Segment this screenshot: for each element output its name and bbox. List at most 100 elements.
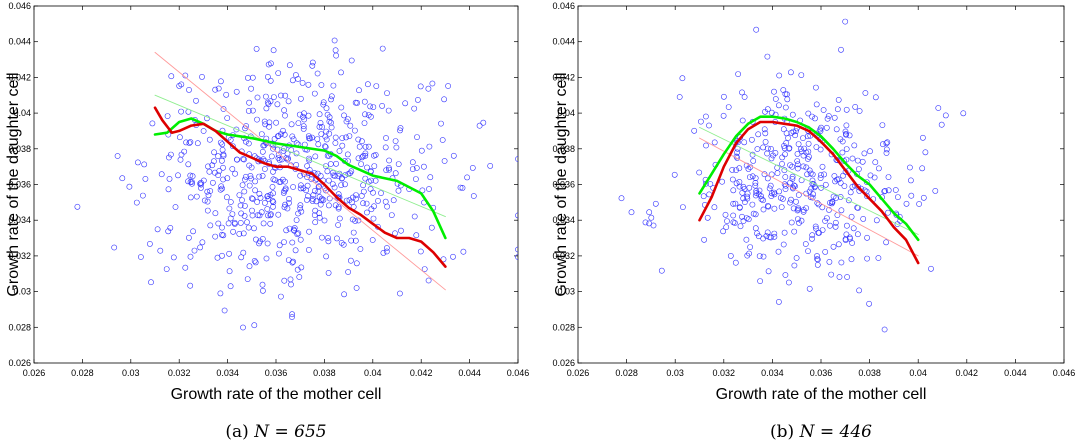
scatter-point (192, 248, 197, 253)
scatter-point (697, 170, 702, 175)
scatter-point (348, 123, 353, 128)
scatter-point (115, 153, 120, 158)
scatter-point (333, 135, 338, 140)
scatter-point (340, 143, 345, 148)
scatter-point (756, 132, 761, 137)
scatter-point (296, 121, 301, 126)
scatter-point (259, 132, 264, 137)
scatter-point (262, 166, 267, 171)
scatter-point (213, 211, 218, 216)
scatter-point (446, 83, 451, 88)
scatter-point (788, 70, 793, 75)
scatter-point (262, 200, 267, 205)
scatter-point (386, 108, 391, 113)
scatter-point (260, 288, 265, 293)
scatter-point (231, 229, 236, 234)
scatter-point (358, 246, 363, 251)
scatter-point (647, 221, 652, 226)
scatter-point (312, 91, 317, 96)
scatter-point (359, 162, 364, 167)
scatter-point (179, 152, 184, 157)
scatter-point (769, 156, 774, 161)
caption-prefix: (a) (225, 422, 254, 442)
scatter-point (336, 222, 341, 227)
scatter-point (309, 135, 314, 140)
scatter-point (876, 166, 881, 171)
scatter-point (281, 240, 286, 245)
scatter-point (247, 183, 252, 188)
scatter-point (282, 108, 287, 113)
scatter-point (647, 210, 652, 215)
scatter-point (346, 269, 351, 274)
scatter-point (213, 87, 218, 92)
scatter-point (167, 176, 172, 181)
scatter-point (374, 84, 379, 89)
scatter-point (268, 78, 273, 83)
scatter-point (315, 71, 320, 76)
scatter-point (818, 172, 823, 177)
scatter-point (178, 157, 183, 162)
scatter-point (364, 165, 369, 170)
scatter-point (806, 141, 811, 146)
scatter-point (159, 172, 164, 177)
scatter-point (288, 282, 293, 287)
scatter-point (843, 19, 848, 24)
scatter-point (836, 97, 841, 102)
scatter-point (823, 249, 828, 254)
scatter-point (343, 135, 348, 140)
scatter-point (362, 121, 367, 126)
axes-box (34, 6, 518, 363)
scatter-point (831, 244, 836, 249)
scatter-point (384, 91, 389, 96)
scatter-point (772, 234, 777, 239)
scatter-point (827, 223, 832, 228)
scatter-point (328, 161, 333, 166)
scatter-point (706, 123, 711, 128)
scatter-point (194, 194, 199, 199)
scatter-point (220, 165, 225, 170)
scatter-point (855, 158, 860, 163)
scatter-point (777, 73, 782, 78)
scatter-point (219, 225, 224, 230)
scatter-point (781, 127, 786, 132)
scatter-point (917, 201, 922, 206)
x-tick-label: 0.03 (666, 368, 684, 378)
scatter-point (701, 194, 706, 199)
x-tick-label: 0.042 (956, 368, 979, 378)
scatter-point (788, 197, 793, 202)
scatter-point (183, 265, 188, 270)
scatter-point (809, 236, 814, 241)
scatter-point (836, 242, 841, 247)
scatter-point (936, 105, 941, 110)
scatter-point (885, 210, 890, 215)
scatter-point (198, 245, 203, 250)
x-tick-label: 0.028 (71, 368, 94, 378)
scatter-point (294, 218, 299, 223)
scatter-point (348, 258, 353, 263)
panel-caption: (a) N = 655 (225, 422, 326, 442)
scatter-point (921, 195, 926, 200)
scatter-point (254, 46, 259, 51)
scatter-point (824, 125, 829, 130)
scatter-point (744, 216, 749, 221)
scatter-point (863, 90, 868, 95)
scatter-point (271, 95, 276, 100)
caption-prefix: (b) (770, 422, 800, 442)
scatter-point (269, 154, 274, 159)
scatter-point (823, 218, 828, 223)
data-layer (619, 19, 966, 332)
scatter-point (852, 143, 857, 148)
scatter-point (893, 187, 898, 192)
scatter-point (299, 265, 304, 270)
scatter-point (776, 299, 781, 304)
scatter-point (329, 94, 334, 99)
scatter-point (371, 105, 376, 110)
scatter-point (120, 176, 125, 181)
scatter-point (721, 94, 726, 99)
scatter-point (792, 263, 797, 268)
scatter-point (692, 128, 697, 133)
scatter-point (255, 199, 260, 204)
scatter-point (300, 80, 305, 85)
scatter-point (844, 147, 849, 152)
scatter-point (334, 53, 339, 58)
